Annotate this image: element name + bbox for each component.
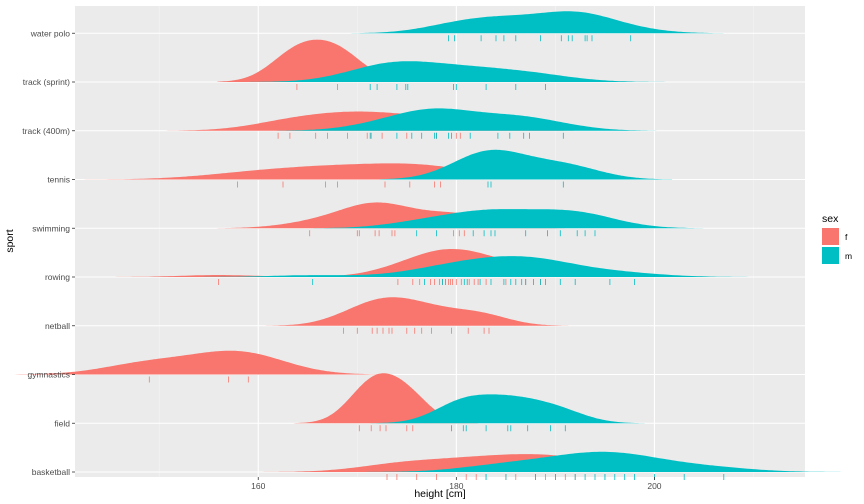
y-tick-label: track (sprint): [23, 77, 70, 87]
ridge-m-water-polo: [343, 11, 736, 34]
y-tick-label: basketball: [32, 467, 70, 477]
ridge-m-swimming: [303, 209, 709, 229]
ridge-m-basketball: [362, 451, 848, 472]
x-tick-label: 200: [647, 481, 661, 491]
ridge-f-netball: [259, 297, 573, 326]
x-tick-label: 160: [251, 481, 265, 491]
x-axis: 160 180 200: [251, 477, 662, 491]
legend: sex fm: [822, 213, 852, 264]
y-axis: basketball field gymnastics netball rowing sw…: [22, 28, 75, 477]
y-tick-label: tennis: [47, 175, 70, 185]
ridge-f-gymnastics: [15, 350, 383, 375]
legend-label-f: f: [845, 232, 848, 242]
y-tick-label: rowing: [45, 272, 70, 282]
y-tick-label: swimming: [32, 223, 70, 233]
plot-panel: [75, 6, 805, 477]
y-tick-label: field: [54, 418, 70, 428]
ridge-m-rowing: [189, 256, 759, 277]
x-axis-title: height [cm]: [414, 488, 465, 500]
minor-gridlines: [158, 6, 754, 477]
y-tick-label: netball: [45, 321, 70, 331]
ridge-m-track-sprint-: [250, 61, 666, 82]
ridge-f-field: [293, 373, 479, 424]
ridge-m-track-400m-: [265, 108, 669, 131]
ridge-m-tennis: [379, 149, 673, 180]
ridge-m-field: [369, 394, 647, 424]
legend-key-m: [822, 247, 839, 264]
legend-title: sex: [822, 213, 839, 225]
y-axis-title: sport: [4, 229, 16, 252]
legend-key-f: [822, 228, 839, 245]
y-tick-label: water polo: [30, 28, 70, 38]
x-tick-label: 180: [449, 481, 463, 491]
y-tick-label: track (400m): [22, 126, 70, 136]
y-tick-label: gymnastics: [27, 370, 70, 380]
density-ridges: [15, 11, 848, 472]
legend-label-m: m: [845, 251, 852, 261]
